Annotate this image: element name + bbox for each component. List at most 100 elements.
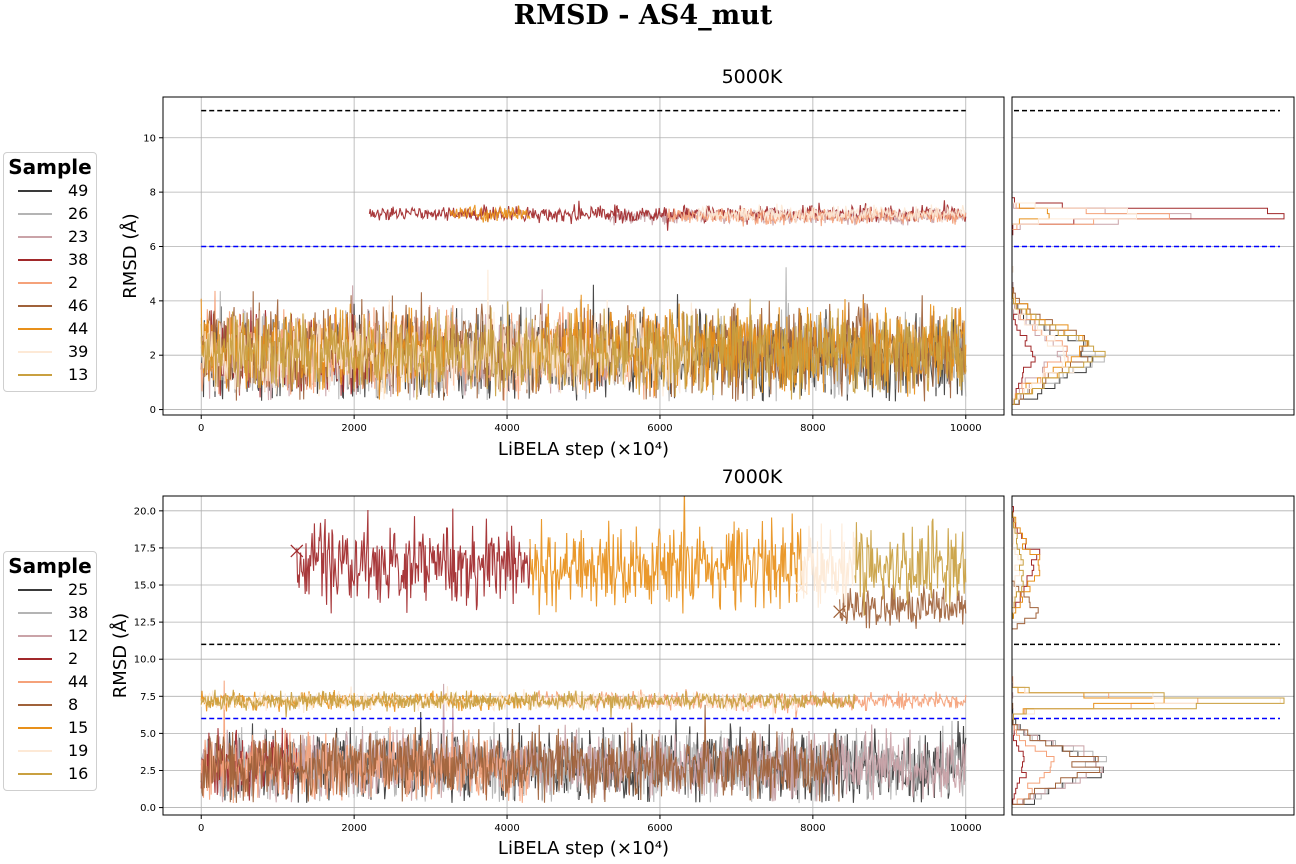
histogram-38: [1012, 97, 1285, 415]
legend-label: 38: [68, 603, 89, 622]
legend-label: 13: [68, 365, 89, 384]
y-tick-label: 15.0: [134, 581, 156, 592]
legend-label: 46: [68, 296, 89, 315]
legend-label: 16: [68, 764, 89, 783]
y-tick-label: 10: [143, 133, 156, 144]
x-tick-label: 2000: [341, 823, 366, 834]
legend-entry: 16: [4, 762, 96, 785]
x-tick-label: 4000: [494, 423, 519, 434]
legend-entry: 23: [4, 225, 96, 248]
x-tick-label: 2000: [341, 423, 366, 434]
transition-marker: [833, 605, 847, 619]
legend-label: 8: [68, 695, 79, 714]
legend-swatch: [18, 373, 52, 376]
panel-title: 5000K: [722, 66, 783, 88]
legend-swatch: [18, 749, 52, 752]
legend-title: Sample: [8, 155, 92, 179]
legend-entry: 2: [4, 271, 96, 294]
plot-frame: [162, 495, 1005, 816]
legend-entry: 38: [4, 601, 96, 624]
histogram-layer: [1012, 496, 1285, 815]
legend-label: 19: [68, 741, 89, 760]
x-tick-label: 6000: [647, 423, 672, 434]
legend-swatch: [18, 703, 52, 706]
legend-entry: 49: [4, 179, 96, 202]
series-line-8: [200, 584, 967, 804]
series-line-15: [200, 496, 802, 712]
legend-label: 25: [68, 580, 89, 599]
legend-entry: 13: [4, 363, 96, 386]
figure-title: RMSD - AS4_mut: [514, 0, 773, 31]
legend-swatch: [18, 588, 52, 591]
legend-swatch: [18, 350, 52, 353]
legend-swatch: [18, 235, 52, 238]
x-tick-label: 0: [198, 823, 204, 834]
transition-marker: [794, 581, 808, 595]
y-tick-label: 10.0: [134, 655, 156, 666]
y-tick-label: 5.0: [140, 729, 156, 740]
legend-label: 26: [68, 204, 89, 223]
series-layer: [200, 496, 967, 804]
x-tick-label: 4000: [494, 823, 519, 834]
y-tick-label: 2.5: [140, 766, 156, 777]
legend-label: 39: [68, 342, 89, 361]
histogram-12: [1012, 496, 1104, 815]
y-axis-label: RMSD (Å): [109, 613, 131, 698]
x-axis-label: LiBELA step (×10⁴): [498, 838, 669, 859]
legend-swatch: [18, 258, 52, 261]
histogram-13: [1012, 97, 1106, 415]
legend-5000k: Sample 49 26 23 38 2 46 44 39 13: [3, 152, 97, 392]
legend-entry: 38: [4, 248, 96, 271]
legend-swatch: [18, 680, 52, 683]
legend-label: 44: [68, 672, 89, 691]
legend-entry: 44: [4, 317, 96, 340]
legend-label: 23: [68, 227, 89, 246]
series-layer: [200, 200, 967, 402]
y-tick-label: 6: [150, 242, 156, 253]
legend-entry: 15: [4, 716, 96, 739]
series-line-13: [200, 298, 967, 400]
legend-swatch: [18, 304, 52, 307]
y-tick-label: 0.0: [140, 803, 156, 814]
legend-entry: 19: [4, 739, 96, 762]
legend-entry: 44: [4, 670, 96, 693]
panel-title: 7000K: [722, 466, 783, 488]
y-tick-label: 17.5: [134, 543, 156, 554]
legend-7000k: Sample 25 38 12 2 44 8 15 19 16: [3, 551, 97, 791]
histogram-16: [1012, 496, 1285, 815]
histogram-frame: [1011, 96, 1295, 416]
histogram-layer: [1012, 97, 1285, 415]
x-axis-label: LiBELA step (×10⁴): [498, 439, 669, 460]
histogram-25: [1012, 496, 1104, 815]
legend-entry: 26: [4, 202, 96, 225]
legend-swatch: [18, 726, 52, 729]
panel-5000k: 5000K 0 2000 4000 6000 8000 10000 0 2 4 6 8 10 LiBELA…: [119, 66, 1295, 460]
x-tick-label: 0: [198, 423, 204, 434]
legend-swatch: [18, 189, 52, 192]
x-tick-label: 10000: [950, 423, 982, 434]
histogram-44: [1012, 496, 1199, 815]
legend-swatch: [18, 772, 52, 775]
legend-title: Sample: [8, 554, 92, 578]
legend-entry: 46: [4, 294, 96, 317]
transition-marker: [290, 544, 304, 558]
y-tick-label: 4: [150, 296, 156, 307]
x-tick-label: 8000: [800, 423, 825, 434]
histogram-frame: [1011, 495, 1295, 816]
y-tick-label: 7.5: [140, 692, 156, 703]
series-line-16: [200, 518, 967, 718]
legend-swatch: [18, 281, 52, 284]
legend-label: 44: [68, 319, 89, 338]
legend-label: 15: [68, 718, 89, 737]
histogram-8: [1012, 496, 1101, 815]
y-tick-label: 20.0: [134, 506, 156, 517]
legend-entry: 39: [4, 340, 96, 363]
legend-swatch: [18, 327, 52, 330]
legend-entry: 25: [4, 578, 96, 601]
legend-entry: 12: [4, 624, 96, 647]
legend-label: 2: [68, 273, 79, 292]
histogram-23: [1012, 97, 1192, 415]
series-line-12: [200, 683, 967, 803]
legend-entry: 8: [4, 693, 96, 716]
